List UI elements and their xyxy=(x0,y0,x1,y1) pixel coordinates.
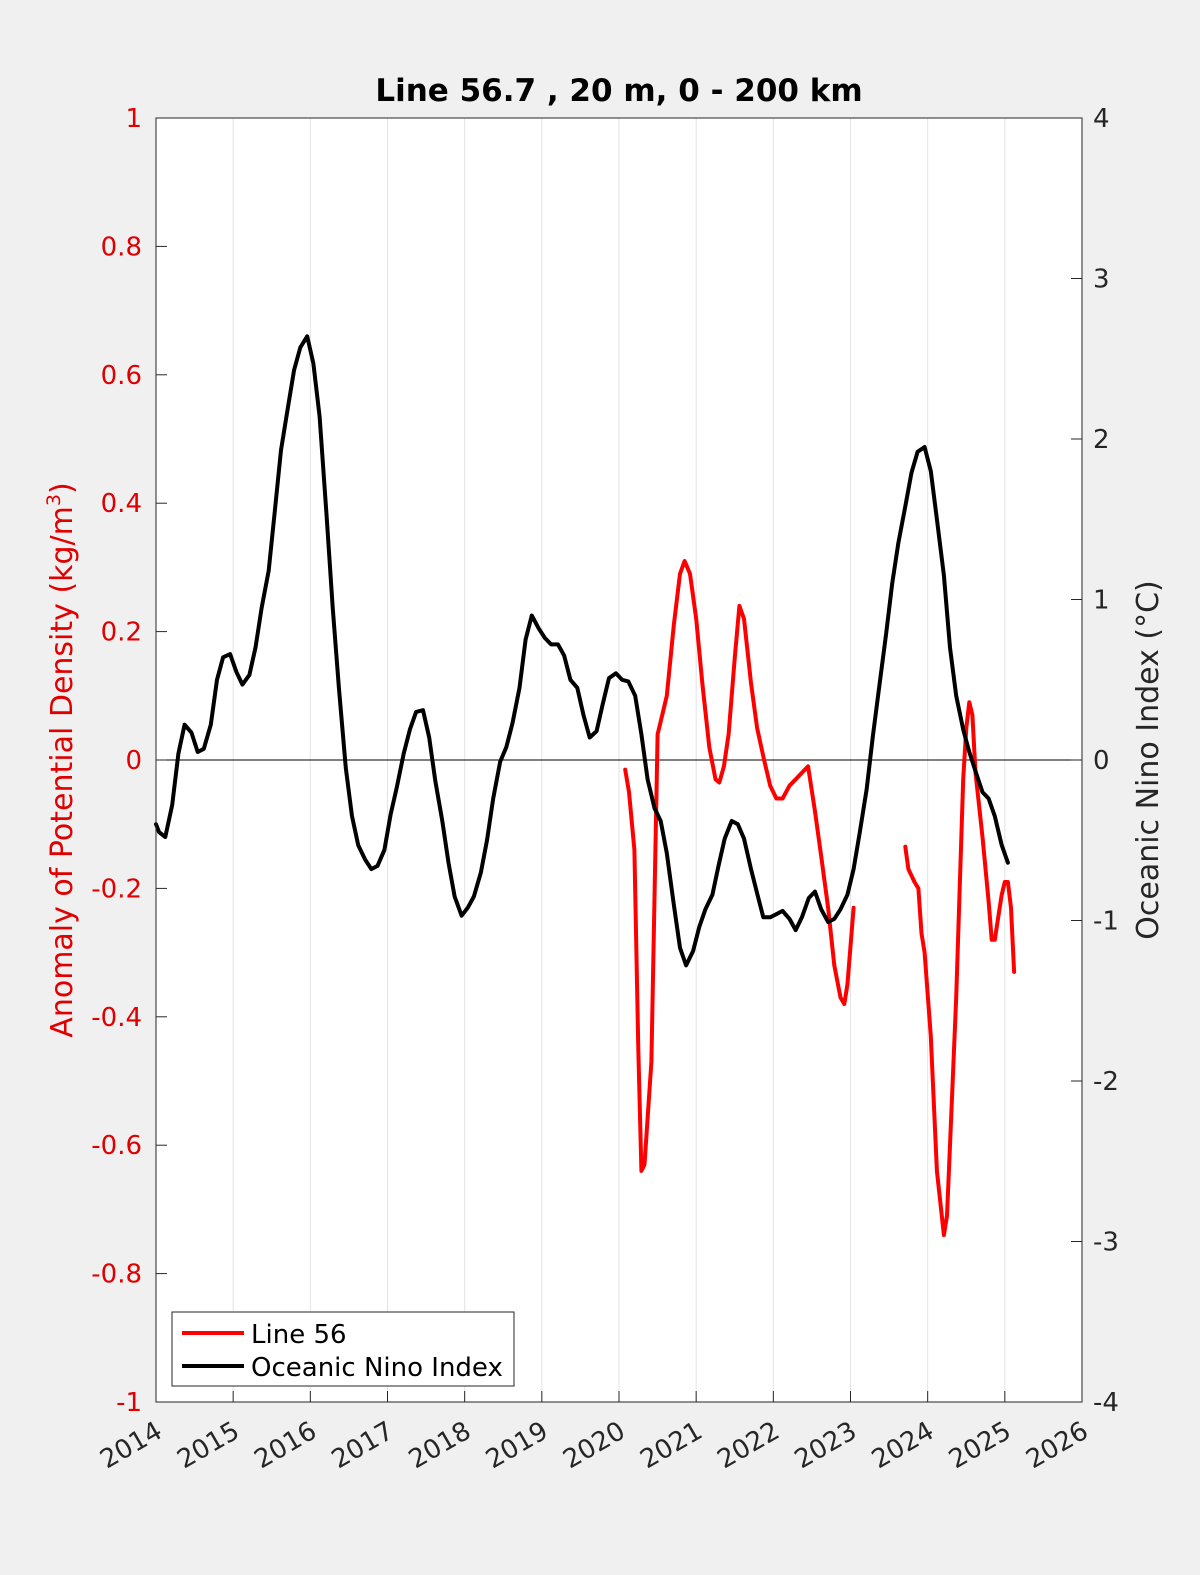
chart-title: Line 56.7 , 20 m, 0 - 200 km xyxy=(375,73,862,109)
left-tick-label: 0.6 xyxy=(101,361,142,391)
x-tick-label: 2023 xyxy=(790,1416,862,1475)
x-tick-label: 2015 xyxy=(172,1416,244,1475)
left-tick-label: -0.6 xyxy=(91,1131,142,1161)
x-tick-label: 2025 xyxy=(944,1416,1016,1475)
legend-box xyxy=(171,1311,515,1387)
x-tick-label: 2026 xyxy=(1021,1416,1093,1475)
x-tick-label: 2016 xyxy=(250,1416,322,1475)
x-tick-label: 2021 xyxy=(635,1416,707,1475)
legend: Line 56 Oceanic Nino Index xyxy=(171,1311,515,1387)
x-tick-label: 2019 xyxy=(481,1416,553,1475)
left-tick-label: 0.4 xyxy=(101,489,142,519)
left-tick-label: 0.8 xyxy=(101,232,142,262)
x-tick-label: 2017 xyxy=(327,1416,399,1475)
x-tick-label: 2024 xyxy=(867,1416,939,1475)
legend-line56-label: Line 56 xyxy=(251,1320,347,1350)
right-tick-label: 3 xyxy=(1093,265,1110,295)
right-tick-label: -4 xyxy=(1093,1388,1119,1418)
left-y-axis: 1 0.8 0.6 0.4 0.2 0 -0.2 -0.4 -0.6 -0.8 -1 xyxy=(91,104,167,1418)
line56-series-segment-0 xyxy=(623,559,856,1173)
right-tick-label: 2 xyxy=(1093,425,1110,455)
right-tick-label: 1 xyxy=(1093,586,1110,616)
right-y-axis: 4 3 2 1 0 -1 -2 -3 -4 xyxy=(1071,104,1119,1418)
series-layer xyxy=(154,334,1017,1238)
x-tick-label: 2018 xyxy=(404,1416,476,1475)
right-tick-label: 0 xyxy=(1093,746,1110,776)
x-tick-label: 2014 xyxy=(95,1416,167,1475)
left-tick-label: -0.2 xyxy=(91,874,142,904)
legend-oni-label: Oceanic Nino Index xyxy=(251,1353,503,1383)
oni-series-segment-0 xyxy=(154,334,1010,968)
right-y-axis-label: Oceanic Nino Index (°C) xyxy=(1131,580,1166,940)
right-tick-label: -1 xyxy=(1093,907,1119,937)
left-tick-label: 0 xyxy=(125,746,142,776)
left-tick-label: -1 xyxy=(116,1388,142,1418)
left-y-axis-label: Anomaly of Potential Density (kg/m3) xyxy=(43,482,80,1037)
right-tick-label: 4 xyxy=(1093,104,1110,134)
x-tick-label: 2022 xyxy=(713,1416,785,1475)
left-tick-label: -0.4 xyxy=(91,1003,142,1033)
left-tick-label: 1 xyxy=(125,104,142,134)
x-axis: 2014 2015 2016 2017 2018 2019 2020 2021 2022 2023… xyxy=(95,1391,1094,1475)
left-tick-label: 0.2 xyxy=(101,618,142,648)
right-tick-label: -2 xyxy=(1093,1067,1119,1097)
left-tick-label: -0.8 xyxy=(91,1260,142,1290)
x-tick-label: 2020 xyxy=(558,1416,630,1475)
line56-series-segment-1 xyxy=(903,700,1017,1238)
right-tick-label: -3 xyxy=(1093,1228,1119,1258)
